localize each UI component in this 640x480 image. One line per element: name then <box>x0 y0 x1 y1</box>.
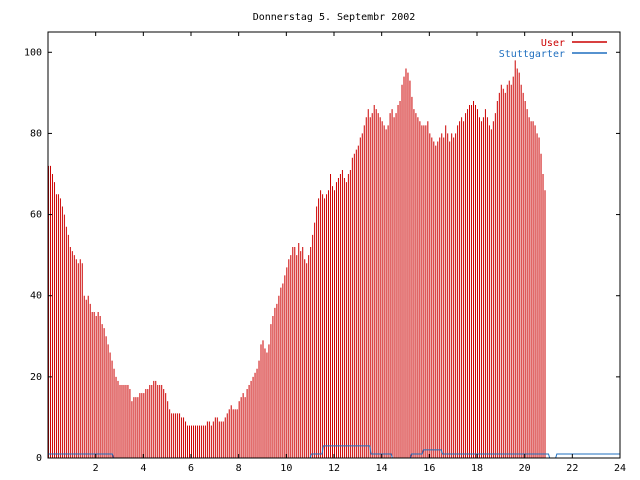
x-tick-label: 4 <box>140 463 146 474</box>
x-tick-label: 24 <box>614 463 626 474</box>
y-tick-label: 0 <box>36 453 42 464</box>
chart-title: Donnerstag 5. Septembr 2002 <box>253 12 416 23</box>
x-tick-label: 18 <box>471 463 483 474</box>
x-tick-label: 12 <box>328 463 340 474</box>
x-tick-label: 8 <box>236 463 242 474</box>
y-tick-label: 80 <box>30 128 42 139</box>
x-tick-label: 22 <box>566 463 578 474</box>
x-tick-label: 6 <box>188 463 194 474</box>
legend-label-user: User <box>541 38 565 49</box>
y-tick-label: 60 <box>30 210 42 221</box>
y-tick-label: 40 <box>30 291 42 302</box>
legend-label-stuttgarter: Stuttgarter <box>499 49 565 60</box>
chart-legend: User Stuttgarter <box>499 38 607 60</box>
x-tick-label: 14 <box>376 463 388 474</box>
x-tick-label: 2 <box>93 463 99 474</box>
y-tick-label: 100 <box>24 47 42 58</box>
x-tick-label: 20 <box>519 463 531 474</box>
x-tick-label: 10 <box>280 463 292 474</box>
y-tick-label: 20 <box>30 372 42 383</box>
user-bars <box>48 60 546 458</box>
x-tick-label: 16 <box>423 463 435 474</box>
